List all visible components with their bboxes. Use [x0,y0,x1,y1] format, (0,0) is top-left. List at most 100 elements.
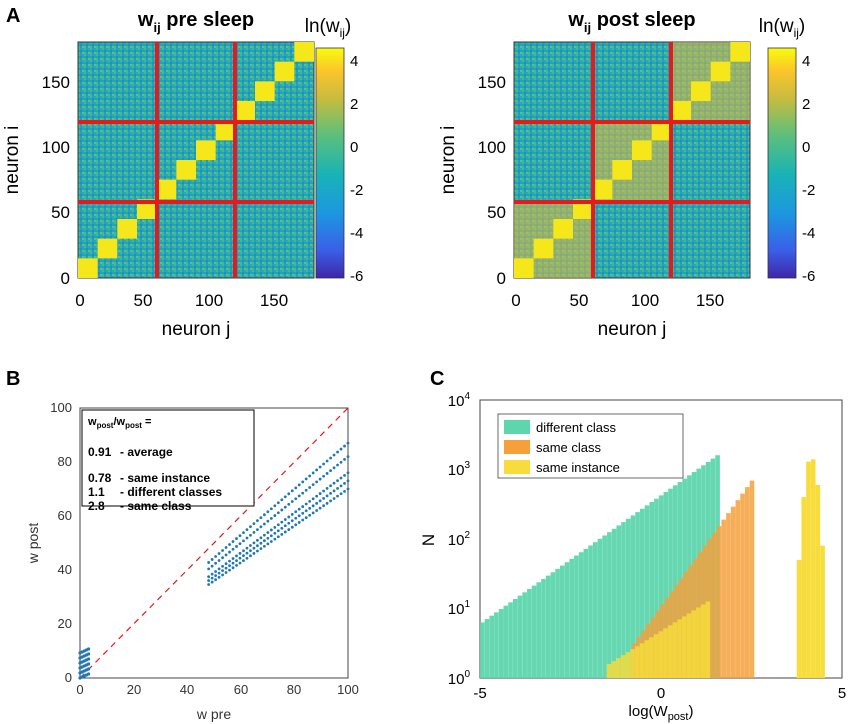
histogram-bar-same-instance [663,628,668,678]
scatter-point [336,486,339,490]
histogram-bar-different-class [560,565,565,678]
histogram-bar-same-instance [801,497,807,678]
scatter-point [287,528,291,531]
heatmap-post-ytick: 50 [487,203,506,222]
scatter-point [343,473,346,477]
scatter-point [322,504,326,508]
scatter-point [339,447,343,451]
scatter-point [273,531,277,535]
heatmap-post-xlabel: neuron j [598,319,667,340]
scatter-point [308,513,312,517]
scatter-point [217,575,221,579]
panel-label-a: A [6,5,20,27]
panel-label-b: B [6,368,20,390]
histogram-bar-different-class [625,518,631,678]
heatmap-post-xtick: 100 [631,291,659,310]
scatter-point [280,526,284,530]
scatter-point [224,566,228,570]
scatter-point [269,516,273,520]
scatter-point [210,564,214,568]
scatter-point [304,509,308,513]
heatmap-post-ytick: 0 [497,269,506,288]
heatmap-pre-ytick: 0 [61,269,70,288]
histogram-bar-different-class [578,552,584,678]
scatter-point [214,578,218,582]
scatter-point [228,559,231,563]
scatter-point [322,462,326,466]
scatter-point [249,533,252,537]
histogram-bar-same-instance [677,619,682,678]
histogram-bar-same-instance [820,545,825,678]
ratio-label: - different classes [120,485,222,499]
scatter-point [311,471,315,475]
scatter-point [346,455,350,458]
scatter-point [329,499,332,503]
colorbar-pre-tick: 2 [350,96,358,113]
scatter-point [238,561,242,565]
histogram-bar-different-class [644,505,650,678]
histogram-bar-different-class [658,495,664,678]
scatter-point [207,579,211,582]
heatmap-post-xtick: 150 [696,291,724,310]
scatter-point [318,492,322,495]
scatter-xtick: 0 [76,682,83,697]
scatter-point [269,528,273,532]
scatter-point [311,511,315,515]
scatter-point [346,441,350,445]
scatter-point [329,491,332,495]
heatmap-pre-separator-h2 [78,120,314,124]
scatter-point [297,483,301,487]
scatter-point [304,488,308,492]
scatter-point [308,474,312,478]
scatter-point [325,486,329,490]
histogram-bar-same-instance [705,601,711,678]
scatter-point [259,516,263,520]
scatter-point [262,513,266,517]
scatter-point [256,528,259,532]
histogram-bar-different-class [621,522,626,678]
scatter-point [273,504,277,508]
scatter-point [280,498,284,502]
heatmap-pre-title: wij pre sleep [137,9,254,35]
heatmap-pre-instance-block [235,101,255,121]
scatter-point [343,481,346,485]
scatter-point [245,556,249,560]
ratio-value: 0.78 [88,471,112,485]
histogram-bar-same-instance [681,616,687,678]
histogram-bar-same-instance [810,459,816,678]
scatter-point [346,487,350,491]
scatter-point [294,523,298,527]
histogram-bar-different-class [517,595,523,678]
scatter-point [224,546,228,549]
histogram-bar-different-class [597,538,603,678]
scatter-point [343,458,346,461]
scatter-point [214,570,218,573]
scatter-point [252,522,256,526]
histogram-bar-same-instance [625,652,631,678]
histogram-bar-different-class [541,578,546,678]
scatter-point [315,480,319,484]
scatter-point [207,583,211,586]
scatter-point [294,516,298,520]
scatter-point [214,555,218,558]
scatter-point [252,531,256,534]
histogram-bar-different-class [494,612,499,678]
histogram-bar-different-class [527,588,532,678]
scatter-point [276,501,280,505]
scatter-point [283,505,287,509]
histogram-bar-different-class [611,528,617,678]
scatter-ytick: 80 [58,454,72,469]
heatmap-pre-ytick: 100 [42,138,70,157]
ratio-label: - same instance [120,471,210,485]
histogram-bar-different-class [569,558,575,678]
scatter-point [332,466,336,470]
legend-label: different class [536,420,616,435]
scatter-xtick: 40 [180,682,194,697]
scatter-point [242,539,245,543]
scatter-point [276,523,280,527]
colorbar-post-tick: 2 [802,96,810,113]
scatter-point [238,534,242,537]
heatmap-post-instance-block [671,101,691,121]
ratio-value: 0.91 [88,445,112,459]
histogram-ytick: 100 [448,669,471,688]
